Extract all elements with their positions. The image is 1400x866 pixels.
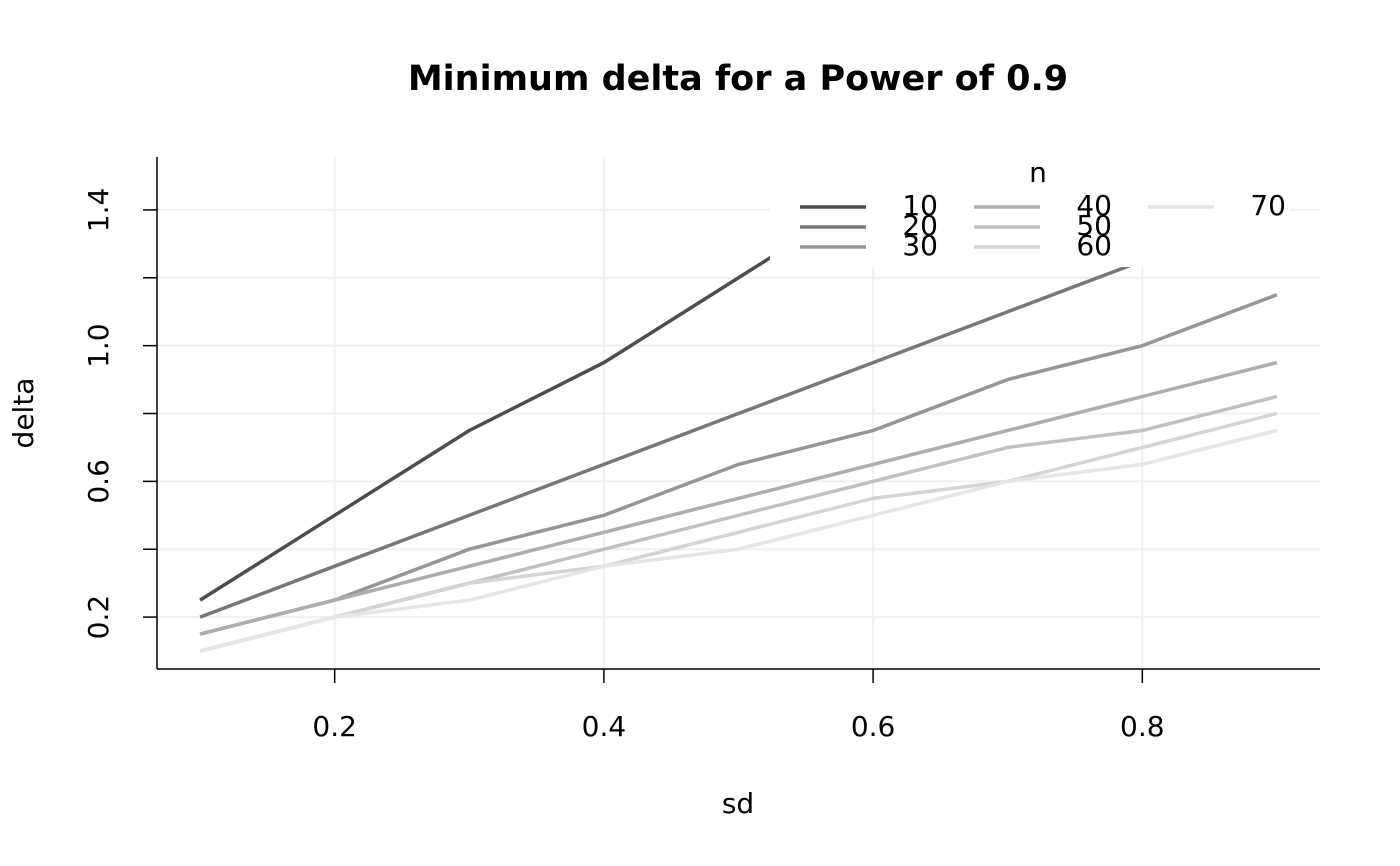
y-tick-label: 0.2 (82, 595, 115, 640)
series-line (199, 411, 1278, 653)
chart-title: Minimum delta for a Power of 0.9 (408, 59, 1068, 99)
legend-label: 50 (1076, 209, 1112, 242)
legend-label: 20 (902, 209, 938, 242)
series-line (199, 293, 1278, 636)
x-tick-label: 0.8 (1120, 710, 1165, 743)
axes: 0.2 0.6 1.0 1.4 0.2 0.4 0.6 0.8 (82, 157, 1320, 743)
series-line (199, 360, 1278, 636)
series-line (199, 428, 1278, 653)
legend-title: n (1029, 156, 1047, 189)
y-axis-label: delta (7, 378, 40, 449)
series-line (199, 208, 1278, 619)
legend-label: 60 (1076, 229, 1112, 262)
legend-label: 70 (1250, 189, 1286, 222)
series-line (199, 157, 934, 602)
x-tick-label: 0.2 (312, 710, 357, 743)
x-tick-label: 0.6 (851, 710, 896, 743)
x-tick-label: 0.4 (582, 710, 627, 743)
y-tick-label: 0.6 (82, 459, 115, 504)
lines (199, 157, 1278, 653)
legend-label: 30 (902, 229, 938, 262)
legend-label: 40 (1076, 189, 1112, 222)
x-axis-label: sd (722, 787, 754, 820)
legend-label: 10 (902, 189, 938, 222)
y-tick-label: 1.0 (82, 323, 115, 368)
y-tick-label: 1.4 (82, 188, 115, 233)
